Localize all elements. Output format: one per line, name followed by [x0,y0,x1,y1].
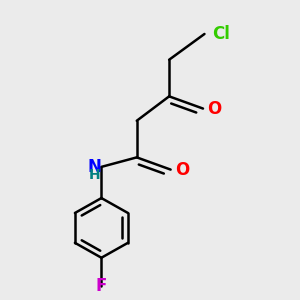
Text: H: H [88,168,100,182]
Text: O: O [175,160,189,178]
Text: F: F [96,277,107,295]
Text: O: O [207,100,222,118]
Text: N: N [88,158,101,176]
Text: Cl: Cl [212,25,230,43]
